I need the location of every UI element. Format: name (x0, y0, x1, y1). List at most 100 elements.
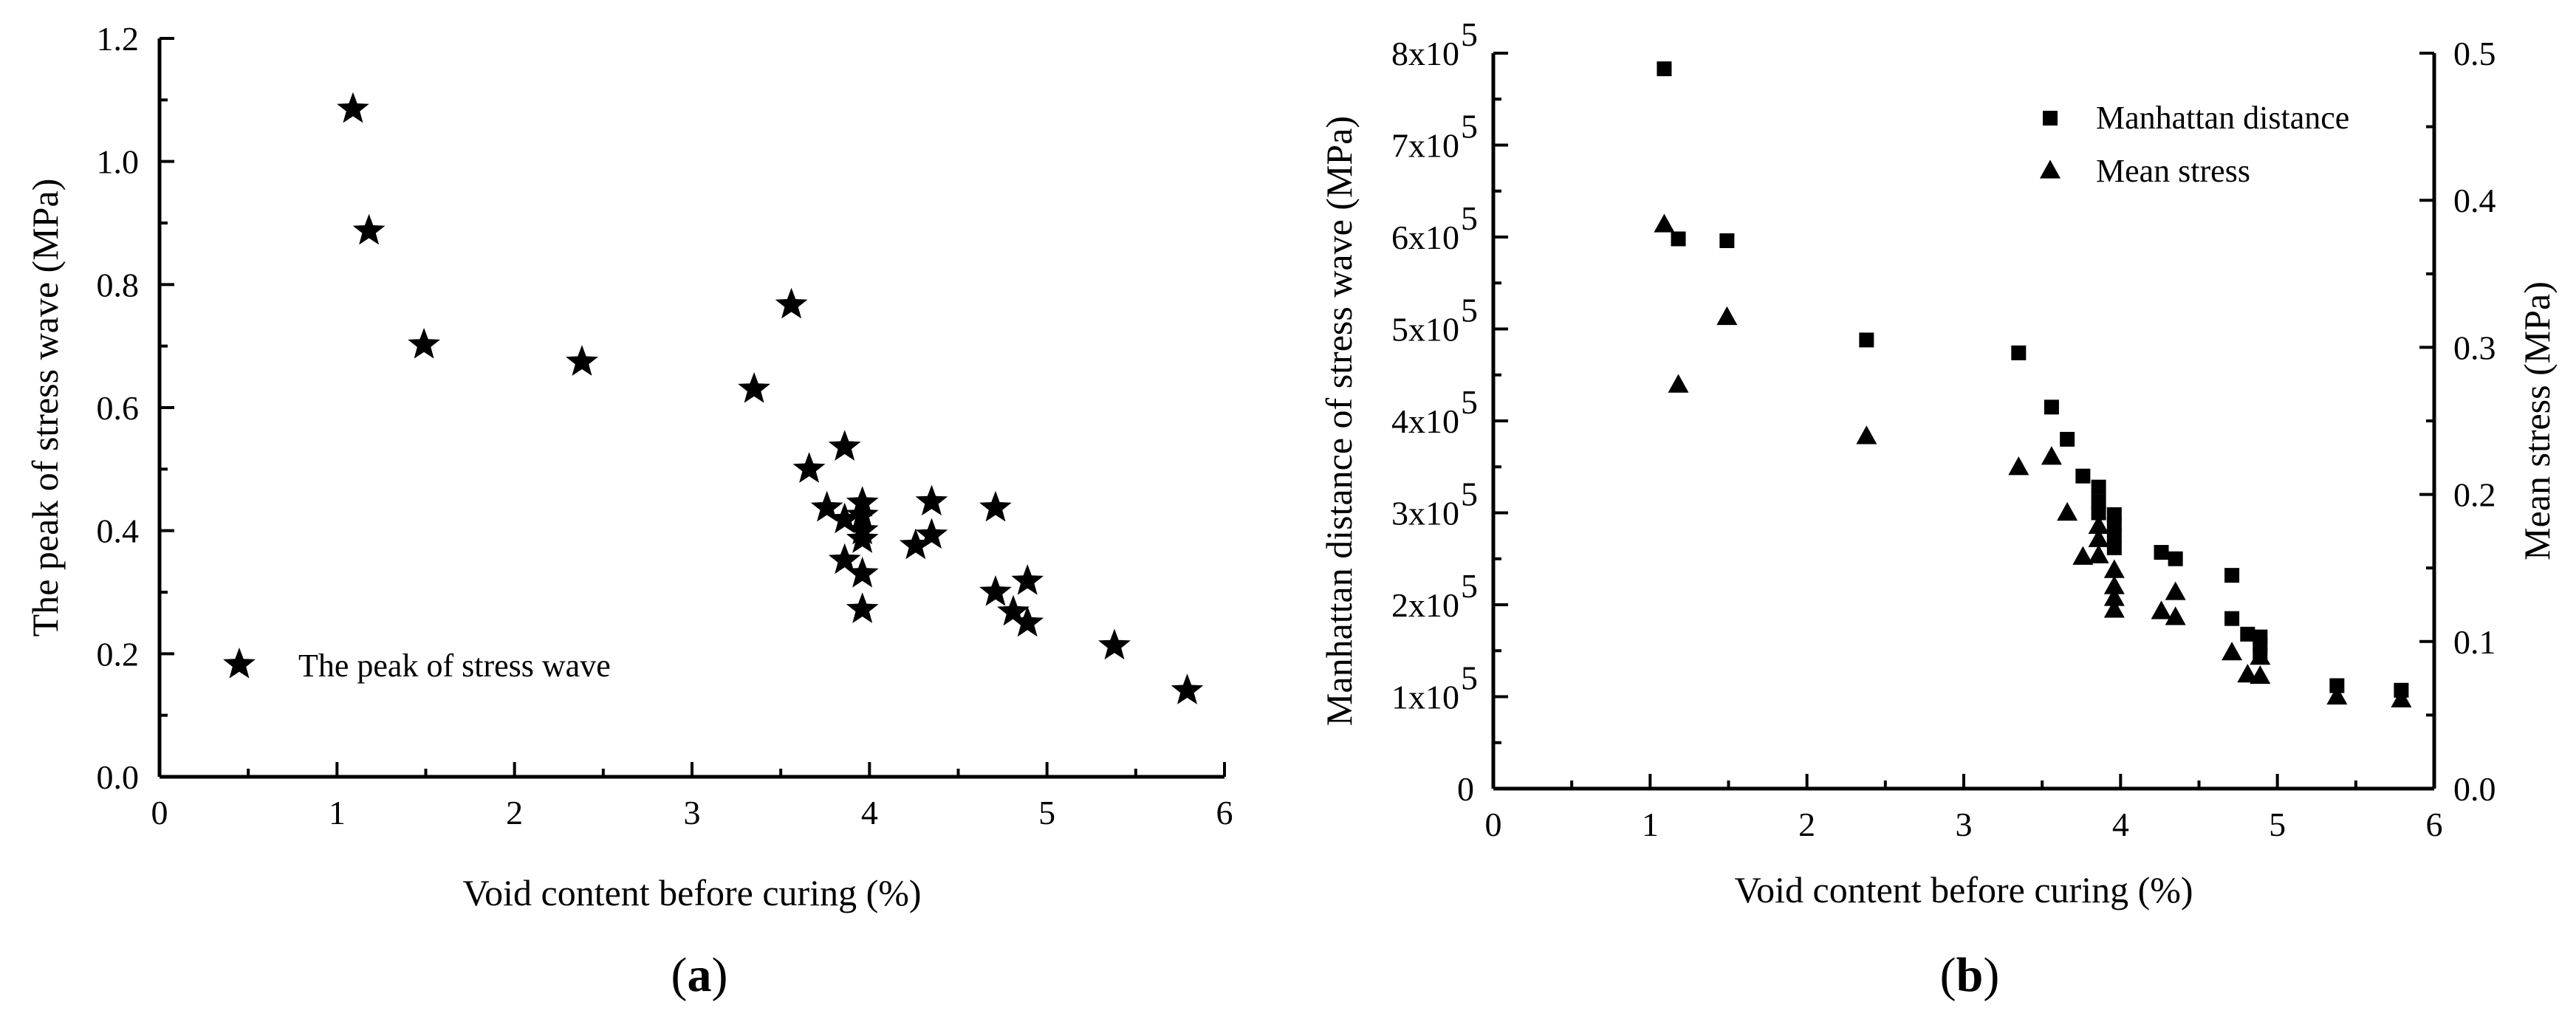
x-tick-label: 0 (1485, 806, 1502, 843)
x-tick-label: 0 (151, 794, 168, 831)
data-point-square (2106, 540, 2122, 555)
y-tick-label: 1.0 (97, 143, 140, 181)
y-tick-exponent: 5 (1461, 292, 1478, 329)
data-point-square (2044, 399, 2059, 415)
data-point-triangle (2250, 665, 2271, 685)
data-point-star (828, 502, 861, 534)
data-point-triangle (2326, 685, 2348, 705)
x-tick-label: 3 (684, 794, 701, 831)
data-point-triangle (2072, 546, 2094, 565)
data-point-square (2224, 611, 2240, 626)
data-point-star (1098, 628, 1131, 660)
y-axis-label: The peak of stress wave (MPa) (24, 179, 66, 637)
y-tick-label-right: 0.1 (2453, 623, 2496, 661)
data-point-triangle (1654, 213, 1675, 233)
data-point-triangle (1668, 374, 1689, 393)
data-point-star (792, 452, 826, 483)
chart-panel-b: 0 1 2 3 4 5 601x1052x1053x1054x1055x1056x1057x… (1318, 16, 2558, 1002)
data-point-star (352, 213, 386, 245)
data-point-square (2154, 545, 2169, 560)
data-point-triangle (2103, 599, 2125, 618)
y-tick-label-left: 7x10 (1391, 127, 1459, 165)
data-point-star (1011, 564, 1044, 595)
data-point-square (2091, 479, 2106, 495)
chart-panel-a: 0 1 2 3 4 5 6 0.0 0.2 0.4 0.6 0.8 1.0 1.2 Void content… (24, 20, 1233, 1002)
panel-label-open: ( (671, 948, 688, 1002)
data-point-star (899, 528, 932, 560)
data-point-triangle (2250, 646, 2271, 665)
data-point-star (979, 490, 1012, 522)
y-tick-label-left: 3x10 (1391, 495, 1459, 532)
y-tick-exponent: 5 (1461, 567, 1478, 605)
data-point-triangle (2088, 528, 2109, 547)
panel-label: (a) (671, 948, 728, 1002)
data-point-star (915, 484, 948, 516)
data-point-star (846, 522, 879, 553)
y-axis-label-right: Mean stress (MPa) (2516, 281, 2558, 560)
x-tick-label: 5 (2269, 806, 2286, 843)
y-tick-label-right: 0.2 (2453, 476, 2496, 514)
y-tick-exponent: 5 (1461, 108, 1478, 145)
data-point-star (997, 594, 1030, 626)
data-point-star (408, 328, 440, 359)
y-tick-label-left: 2x10 (1391, 586, 1459, 624)
x-tick-label: 2 (506, 794, 523, 831)
data-point-star (828, 543, 861, 574)
data-point-triangle (2041, 446, 2062, 465)
panel-label: (b) (1940, 948, 2000, 1002)
x-axis-label: Void content before curing (%) (1734, 869, 2193, 910)
y-tick-exponent: 5 (1461, 16, 1478, 53)
legend-label-square: Manhattan distance (2096, 100, 2349, 136)
x-tick-label: 1 (329, 794, 346, 831)
data-point-triangle (2391, 688, 2412, 708)
data-point-square (1719, 233, 1735, 248)
panel-label-close: ) (712, 948, 728, 1002)
x-tick-label: 4 (861, 794, 878, 831)
x-tick-label: 6 (2426, 806, 2443, 843)
legend-triangle-marker (2040, 159, 2061, 179)
data-point-square (2091, 505, 2106, 521)
data-point-triangle (2088, 544, 2109, 563)
data-point-star (979, 575, 1012, 606)
x-tick-label: 3 (1956, 806, 1973, 843)
legend-star-marker (223, 648, 256, 679)
data-point-star (846, 557, 879, 588)
data-point-triangle (2222, 642, 2243, 661)
panel-label-open: ( (1940, 948, 1956, 1002)
data-point-star (775, 287, 808, 319)
legend-label-triangle: Mean stress (2096, 153, 2250, 189)
y-tick-label: 0.8 (97, 266, 140, 303)
y-tick-exponent: 5 (1461, 476, 1478, 513)
data-point-star (1171, 673, 1204, 704)
x-tick-label: 2 (1798, 806, 1815, 843)
data-point-square (2240, 626, 2255, 642)
data-point-star (738, 372, 770, 403)
data-point-star (810, 490, 843, 522)
data-point-square (2329, 678, 2345, 693)
x-axis-label: Void content before curing (%) (462, 872, 921, 913)
y-tick-label: 0.4 (97, 512, 140, 550)
data-point-square (1859, 332, 1874, 348)
data-point-star (1011, 605, 1044, 637)
y-tick-label: 0.6 (97, 389, 140, 427)
data-point-star (915, 518, 948, 549)
y-tick-label-left: 0 (1457, 770, 1474, 808)
data-point-triangle (1716, 306, 1738, 326)
y-tick-label-left: 5x10 (1391, 311, 1459, 349)
data-point-triangle (1856, 425, 1877, 445)
data-point-star (566, 345, 598, 376)
x-tick-label: 4 (2112, 806, 2129, 843)
y-tick-exponent: 5 (1461, 659, 1478, 697)
x-tick-label: 1 (1642, 806, 1659, 843)
data-point-triangle (2151, 600, 2172, 620)
y-tick-label: 0.0 (97, 758, 140, 796)
x-tick-label: 6 (1216, 794, 1233, 831)
y-tick-label: 1.2 (97, 20, 140, 58)
y-tick-label-right: 0.0 (2453, 770, 2496, 808)
data-point-triangle (2237, 663, 2258, 683)
data-point-square (2011, 345, 2027, 360)
data-point-triangle (2165, 606, 2186, 625)
y-tick-label-left: 8x10 (1391, 35, 1459, 72)
data-point-star (828, 430, 861, 461)
